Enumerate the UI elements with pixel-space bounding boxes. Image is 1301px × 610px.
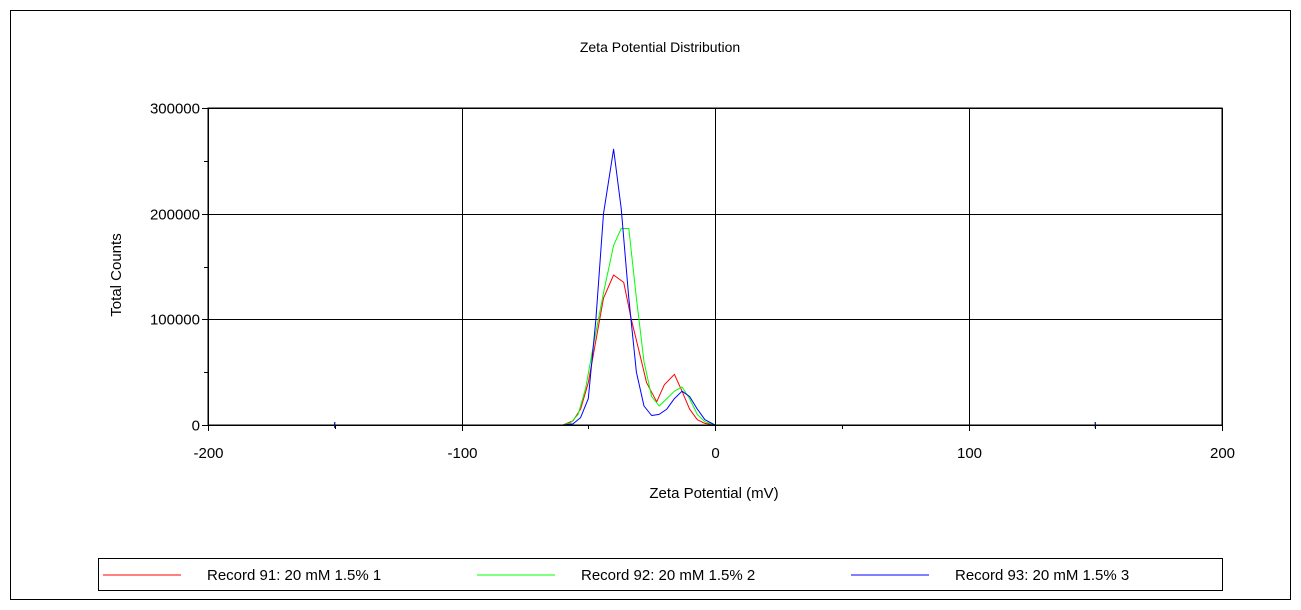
x-tick-label: 0 (711, 445, 719, 462)
legend-label: Record 91: 20 mM 1.5% 1 (207, 567, 381, 584)
legend-label: Record 92: 20 mM 1.5% 2 (581, 567, 755, 584)
x-axis-label: Zeta Potential (mV) (649, 485, 778, 502)
y-tick-label: 300000 (150, 101, 200, 118)
series-line (334, 228, 1096, 426)
x-tick-label: 100 (957, 445, 982, 462)
axes: -200 -100 0 100 200 0 100000 200000 300000 (150, 101, 1235, 463)
x-tick-label: -200 (193, 445, 223, 462)
chart-border (10, 10, 1291, 600)
y-tick-label: 200000 (150, 207, 200, 224)
series-layer (334, 148, 1096, 428)
chart-title: Zeta Potential Distribution (580, 39, 740, 55)
y-tick-label: 0 (192, 418, 200, 435)
legend: Record 91: 20 mM 1.5% 1 Record 92: 20 mM … (98, 558, 1223, 591)
legend-label: Record 93: 20 mM 1.5% 3 (955, 567, 1129, 584)
series-line (334, 274, 1096, 426)
x-tick-label: 200 (1210, 445, 1235, 462)
y-axis-label: Total Counts (108, 233, 125, 316)
series-line (334, 148, 1096, 426)
legend-box (98, 558, 1223, 591)
y-tick-label: 100000 (150, 312, 200, 329)
x-tick-label: -100 (447, 445, 477, 462)
